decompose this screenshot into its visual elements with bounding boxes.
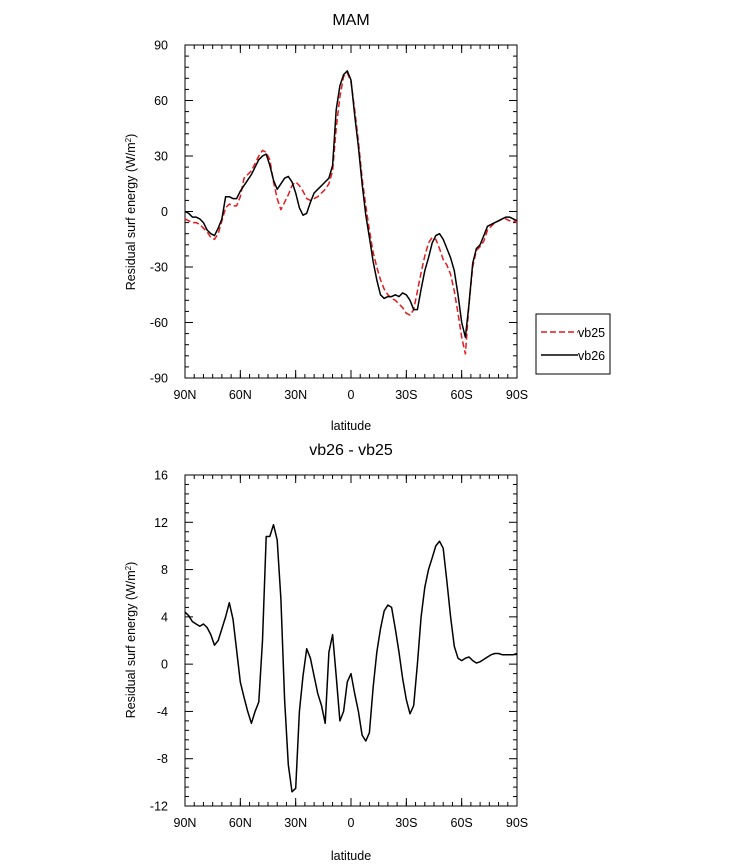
- x-tick-label: 0: [348, 816, 355, 830]
- y-axis-label-tail: ): [124, 562, 138, 566]
- x-tick-label: 90N: [174, 388, 197, 402]
- y-tick-label: -8: [157, 752, 168, 766]
- x-tick-label: 60S: [451, 816, 473, 830]
- y-tick-label: 4: [161, 610, 168, 624]
- y-tick-label: -12: [150, 800, 168, 814]
- y-tick-label: -4: [157, 705, 168, 719]
- y-tick-label: -30: [150, 261, 168, 275]
- x-tick-label: 60N: [229, 388, 252, 402]
- x-axis-label: latitude: [331, 419, 371, 433]
- y-tick-label: 0: [161, 658, 168, 672]
- series-line-vb26: [184, 70, 518, 339]
- legend-box: [535, 313, 611, 375]
- x-tick-label: 90N: [174, 816, 197, 830]
- chart-title: vb26 - vb25: [309, 442, 393, 459]
- y-tick-label: 30: [154, 150, 168, 164]
- plot-area: 90N 60N 30N 0 30S 60S 90S 90 60 30 0 -30 -60 -90: [150, 39, 528, 403]
- x-tick-label: 30N: [284, 388, 307, 402]
- x-tick-label: 90S: [506, 816, 528, 830]
- y-tick-label: 16: [154, 469, 168, 483]
- chart-title: MAM: [332, 12, 369, 29]
- x-tick-label: 30S: [395, 816, 417, 830]
- y-axis-label-superscript: 2: [124, 137, 133, 142]
- x-tick-label: 60S: [451, 388, 473, 402]
- y-tick-label: 90: [154, 39, 168, 53]
- y-tick-label: 12: [154, 516, 168, 530]
- x-tick-label: 60N: [229, 816, 252, 830]
- y-axis-label-superscript: 2: [124, 565, 133, 570]
- y-tick-label: 0: [161, 205, 168, 219]
- y-axis-label: Residual surf energy (W/m2): [124, 562, 139, 719]
- plot-area: 90N 60N 30N 0 30S 60S 90S 16 12 8 4 0 -4 -8 -12: [150, 469, 528, 831]
- chart-panel-difference: vb26 - vb25 90N 60N 30N 0 30S 60S 90S 16 12 8 4 0 -4…: [124, 442, 529, 863]
- legend-label-vb26: vb26: [578, 349, 605, 363]
- y-tick-label: -90: [150, 372, 168, 386]
- x-tick-label: 0: [348, 388, 355, 402]
- x-axis-label: latitude: [331, 849, 371, 863]
- chart-panel-mam: MAM 90N 60N 30N 0 30S 60S 90S9060300-30-60-90 …: [124, 12, 529, 433]
- y-tick-label: -60: [150, 316, 168, 330]
- y-axis-label: Residual surf energy (W/m2): [124, 134, 139, 291]
- legend: vb25 vb26: [535, 313, 611, 375]
- x-tick-label: 30N: [284, 816, 307, 830]
- y-tick-label: 60: [154, 94, 168, 108]
- series-line-vb25: [184, 72, 518, 355]
- x-tick-label: 90S: [506, 388, 528, 402]
- series-line-series-0: [184, 523, 518, 793]
- y-axis-label-main: Residual surf energy (W/m: [124, 570, 138, 718]
- y-tick-label: 8: [161, 563, 168, 577]
- x-tick-label: 30S: [395, 388, 417, 402]
- y-axis-label-main: Residual surf energy (W/m: [124, 142, 138, 290]
- y-axis-label-tail: ): [124, 134, 138, 138]
- legend-label-vb25: vb25: [578, 326, 605, 340]
